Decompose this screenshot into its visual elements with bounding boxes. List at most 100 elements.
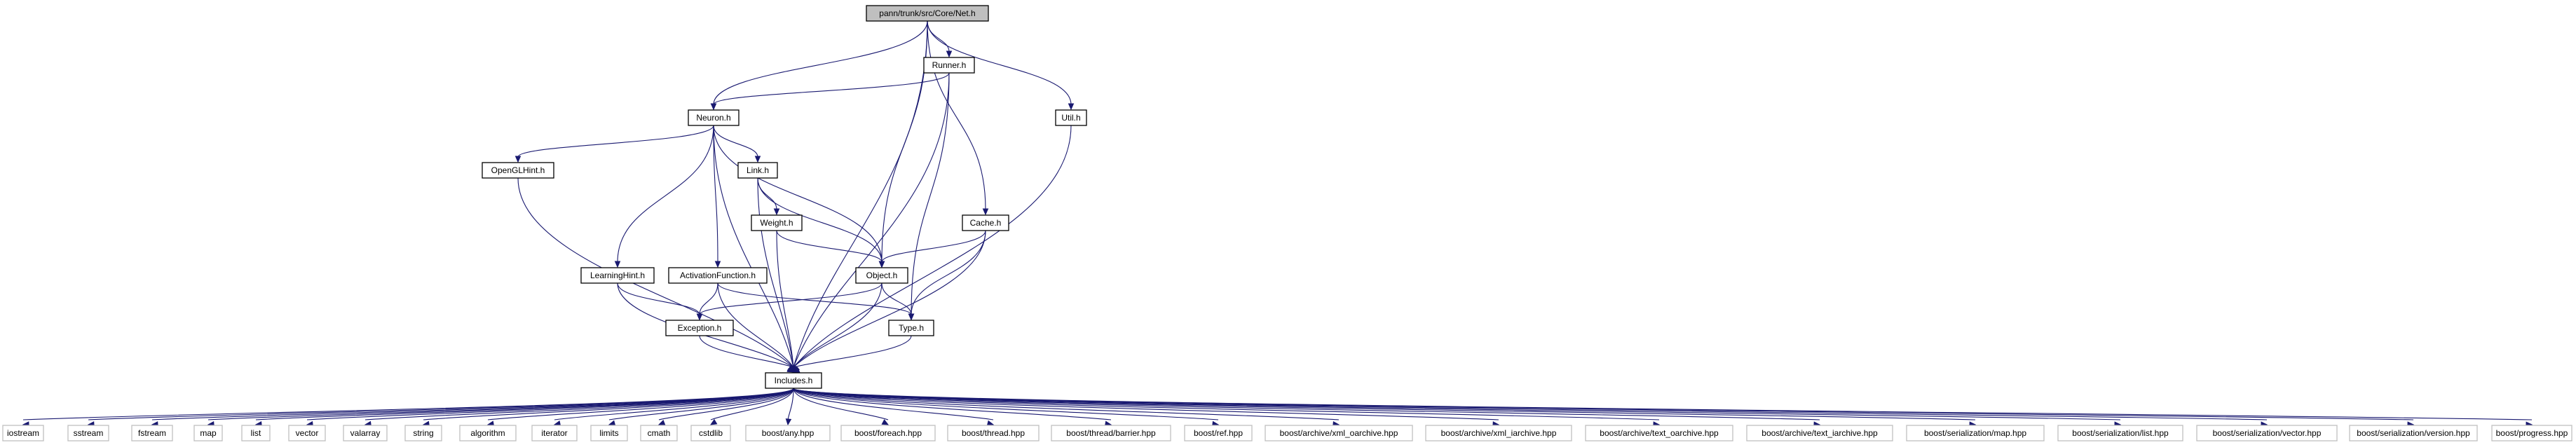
node-progress: boost/progress.hpp <box>2491 425 2572 441</box>
edge-includes-to-foreach <box>793 388 890 425</box>
node-openglhint[interactable]: OpenGLHint.h <box>482 162 554 179</box>
node-box <box>131 425 173 441</box>
edge-neuron-to-openglhint <box>514 125 714 163</box>
arrowhead-icon <box>792 367 800 373</box>
node-box <box>1055 109 1087 126</box>
node-text-iarchive: boost/archive/text_iarchive.hpp <box>1746 425 1893 441</box>
node-label: map <box>200 428 217 438</box>
node-net[interactable]: pann/trunk/src/Core/Net.h <box>866 5 989 22</box>
edge-line <box>517 125 714 158</box>
node-box <box>1051 425 1171 441</box>
node-label: pann/trunk/src/Core/Net.h <box>879 8 975 18</box>
edge-line <box>927 20 986 210</box>
edge-line <box>793 72 950 368</box>
node-label: Exception.h <box>678 323 722 333</box>
edge-includes-to-any <box>785 388 794 426</box>
node-label: vector <box>296 428 319 438</box>
edge-includes-to-ser-version <box>793 388 2415 427</box>
edge-neuron-to-learninghint <box>614 125 714 268</box>
arrowhead-icon <box>786 367 795 373</box>
node-box <box>459 425 517 441</box>
edge-line <box>717 282 912 315</box>
edge-activation-to-type <box>717 282 915 321</box>
node-fstream: fstream <box>131 425 173 441</box>
arrowhead-icon <box>709 418 718 425</box>
edge-line <box>699 282 718 315</box>
node-box <box>2349 425 2478 441</box>
node-label: cmath <box>648 428 671 438</box>
node-label: boost/progress.hpp <box>2496 428 2568 438</box>
edge-line <box>757 177 882 263</box>
edge-line <box>793 388 1112 420</box>
node-includes[interactable]: Includes.h <box>765 372 822 389</box>
arrowhead-icon <box>878 261 885 268</box>
node-activation[interactable]: ActivationFunction.h <box>668 267 768 284</box>
edge-net-to-neuron <box>710 20 928 111</box>
edge-line <box>713 125 794 368</box>
node-label: Object.h <box>866 271 898 280</box>
node-object[interactable]: Object.h <box>855 267 908 284</box>
node-cache[interactable]: Cache.h <box>962 214 1009 231</box>
node-label: sstream <box>74 428 104 438</box>
edge-line <box>793 388 994 420</box>
node-box <box>2196 425 2338 441</box>
edge-line <box>793 388 889 420</box>
edge-net-to-runner <box>927 20 953 58</box>
node-label: Neuron.h <box>696 113 730 123</box>
node-any: boost/any.hpp <box>745 425 831 441</box>
node-label: boost/foreach.hpp <box>854 428 922 438</box>
node-vector: vector <box>288 425 326 441</box>
node-sstream: sstream <box>67 425 109 441</box>
node-cstdlib: cstdlib <box>690 425 731 441</box>
edge-line <box>713 20 928 105</box>
node-label: Runner.h <box>932 60 967 70</box>
node-foreach: boost/foreach.hpp <box>840 425 936 441</box>
edge-line <box>713 72 950 105</box>
node-box <box>947 425 1040 441</box>
edge-line <box>793 388 1219 420</box>
node-box <box>193 425 223 441</box>
edge-line <box>776 230 882 263</box>
node-box <box>688 109 740 126</box>
node-box <box>765 372 822 389</box>
node-learninghint[interactable]: LearningHint.h <box>580 267 655 284</box>
edge-includes-to-cstdlib <box>709 388 794 425</box>
node-box <box>751 214 803 231</box>
edge-line <box>793 282 882 368</box>
node-type[interactable]: Type.h <box>888 320 934 336</box>
edge-runner-to-neuron <box>710 72 950 111</box>
edge-line <box>793 388 1499 420</box>
edge-includes-to-cmath <box>657 388 794 425</box>
node-box <box>1425 425 1572 441</box>
node-box <box>1906 425 2045 441</box>
edge-line <box>881 282 912 315</box>
node-neuron[interactable]: Neuron.h <box>688 109 740 126</box>
node-box <box>1746 425 1893 441</box>
node-label: Weight.h <box>760 218 793 228</box>
edge-line <box>793 388 1820 420</box>
node-box <box>1585 425 1733 441</box>
edge-line <box>927 20 1072 105</box>
edge-line <box>911 72 950 315</box>
edge-learninghint-to-exception <box>617 282 703 321</box>
node-link[interactable]: Link.h <box>737 162 778 179</box>
edge-line <box>617 125 714 263</box>
node-box <box>404 425 442 441</box>
node-weight[interactable]: Weight.h <box>751 214 803 231</box>
edge-object-to-type <box>881 282 915 321</box>
edge-line <box>881 230 986 263</box>
edge-line <box>793 388 2268 420</box>
node-barrier: boost/thread/barrier.hpp <box>1051 425 1171 441</box>
node-cmath: cmath <box>640 425 678 441</box>
arrowhead-icon <box>514 156 522 163</box>
node-runner[interactable]: Runner.h <box>923 57 975 74</box>
node-label: boost/archive/xml_oarchive.hpp <box>1280 428 1398 438</box>
edge-line <box>793 388 1976 420</box>
node-box <box>840 425 936 441</box>
node-label: boost/ref.hpp <box>1194 428 1243 438</box>
edge-line <box>713 125 882 263</box>
node-box <box>855 267 908 284</box>
node-exception[interactable]: Exception.h <box>665 320 734 336</box>
node-util[interactable]: Util.h <box>1055 109 1087 126</box>
